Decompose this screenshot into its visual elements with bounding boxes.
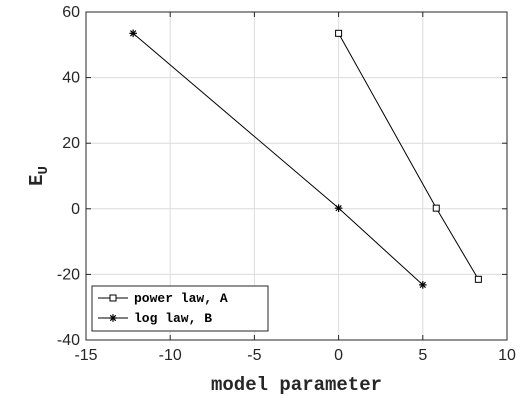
x-tick-label: -10 [159, 347, 182, 364]
series-layer [129, 29, 482, 289]
legend: power law, A log law, B [91, 285, 269, 332]
y-axis-title: EU [26, 166, 52, 186]
ticks [85, 11, 508, 341]
x-axis-title: model parameter [211, 374, 382, 396]
series-log-law-b [129, 29, 427, 289]
y-tick-label: 40 [62, 70, 80, 87]
data-point-asterisk [129, 29, 137, 38]
legend-label: power law, A [134, 291, 228, 306]
data-point-square [335, 29, 343, 37]
x-tick-label: -15 [74, 347, 97, 364]
data-point-square [432, 204, 440, 212]
x-tick-label: 10 [498, 347, 516, 364]
y-axis-title-main: E [26, 175, 48, 186]
x-tick-label: 0 [334, 347, 343, 364]
data-point-asterisk [334, 204, 343, 212]
legend-item: power law, A [98, 291, 228, 306]
data-point-square [474, 275, 482, 283]
legend-box [91, 285, 269, 332]
legend-marker-asterisk [109, 314, 117, 322]
series-power-law-a [335, 29, 482, 283]
legend-marker-square [109, 294, 117, 302]
tick-labels: -15 -10 -5 0 5 10 -40 -20 0 20 40 60 [57, 4, 516, 364]
y-tick-label: 20 [62, 135, 80, 152]
legend-item: log law, B [98, 311, 212, 326]
y-tick-label: -40 [57, 332, 80, 349]
grid [85, 11, 508, 341]
y-tick-label: 0 [71, 201, 80, 218]
legend-items: power law, A log law, B [98, 291, 228, 326]
y-tick-label: -20 [57, 266, 80, 283]
data-point-asterisk [419, 281, 427, 289]
x-tick-label: -5 [247, 347, 261, 364]
legend-label: log law, B [134, 311, 212, 326]
x-tick-label: 5 [418, 347, 427, 364]
y-tick-label: 60 [62, 4, 80, 21]
plot-frame [85, 11, 508, 341]
y-axis-title-subscript: U [36, 166, 52, 174]
